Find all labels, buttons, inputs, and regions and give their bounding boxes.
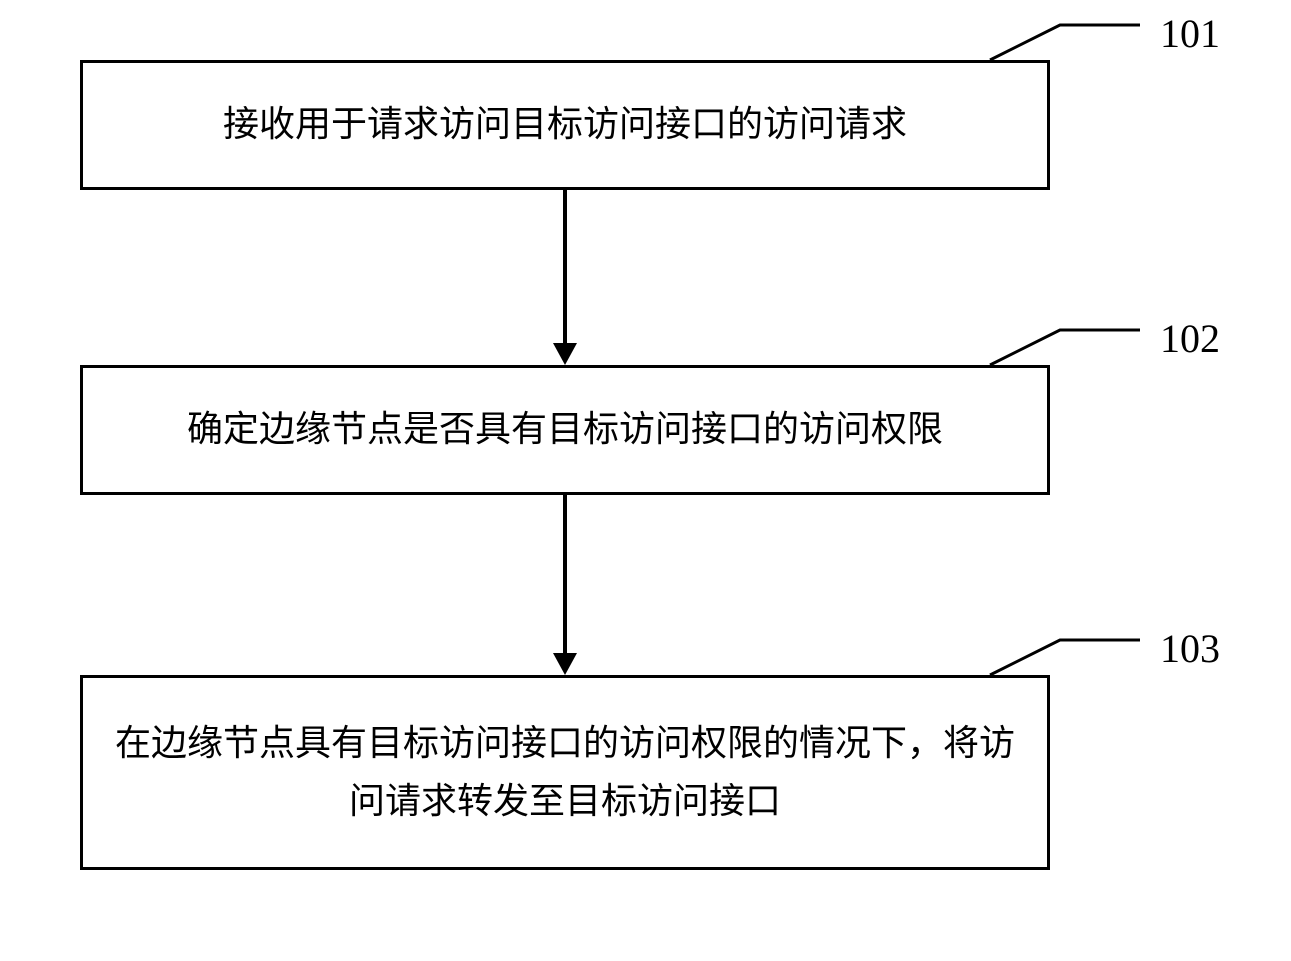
- flowchart-box-2: 确定边缘节点是否具有目标访问接口的访问权限: [80, 365, 1050, 495]
- box-2-text: 确定边缘节点是否具有目标访问接口的访问权限: [187, 401, 943, 459]
- box-1-text: 接收用于请求访问目标访问接口的访问请求: [223, 96, 907, 154]
- box-3-text: 在边缘节点具有目标访问接口的访问权限的情况下，将访问请求转发至目标访问接口: [113, 715, 1017, 830]
- box-3-label: 103: [1160, 625, 1220, 672]
- arrow-1-2: [563, 190, 567, 343]
- flowchart-box-3: 在边缘节点具有目标访问接口的访问权限的情况下，将访问请求转发至目标访问接口: [80, 675, 1050, 870]
- flowchart-box-1: 接收用于请求访问目标访问接口的访问请求: [80, 60, 1050, 190]
- arrow-2-3: [563, 495, 567, 653]
- arrow-head-1-2: [553, 343, 577, 365]
- arrow-head-2-3: [553, 653, 577, 675]
- box-2-label: 102: [1160, 315, 1220, 362]
- flowchart-container: 接收用于请求访问目标访问接口的访问请求 101 确定边缘节点是否具有目标访问接口…: [0, 0, 1291, 961]
- box-1-label: 101: [1160, 10, 1220, 57]
